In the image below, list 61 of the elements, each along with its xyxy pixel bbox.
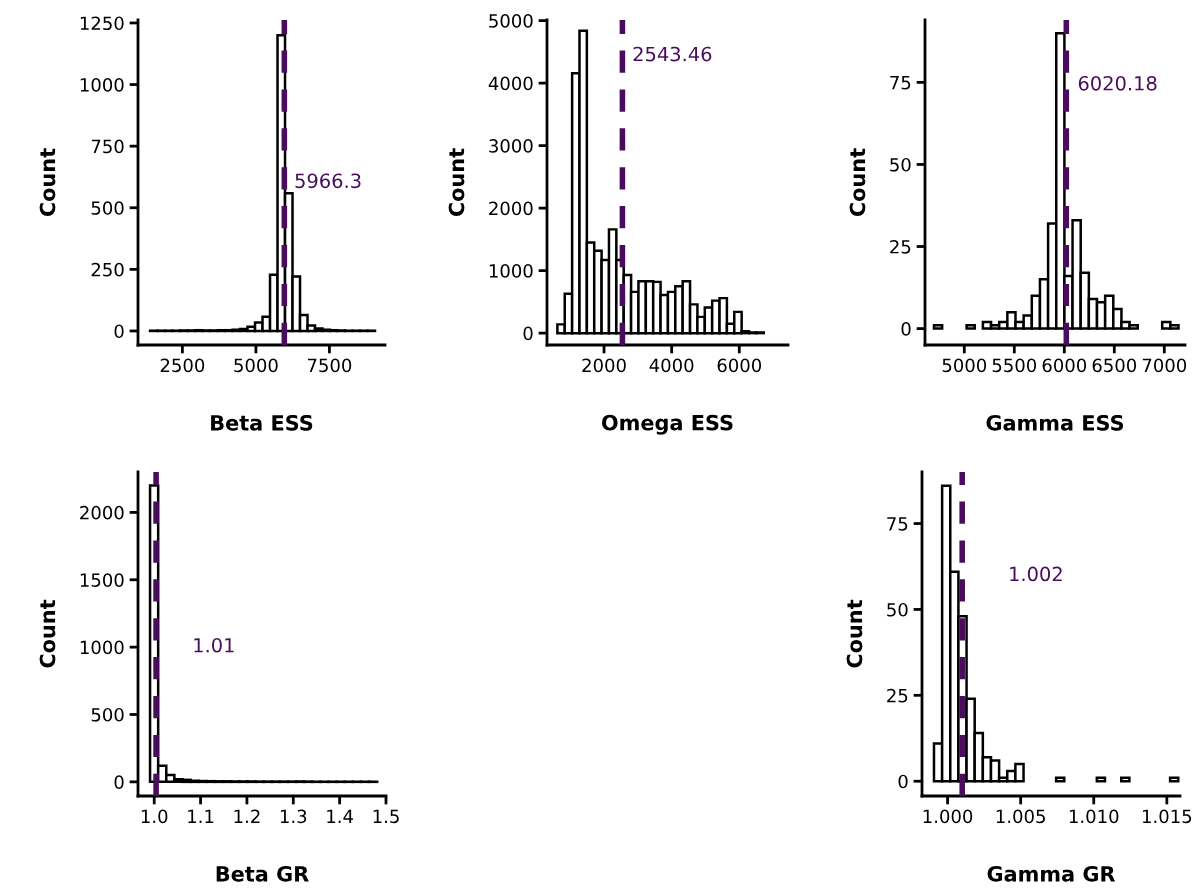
y-tick-label: 75 (890, 76, 911, 90)
x-axis-title: Beta GR (216, 865, 309, 882)
y-axis-title: Count (39, 599, 56, 668)
x-tick-label: 5000 (234, 358, 278, 373)
y-tick-label: 2000 (80, 505, 124, 520)
y-tick-label: 75 (887, 517, 908, 531)
x-tick-label: 1.5 (373, 809, 399, 824)
y-tick-label: 1250 (80, 16, 124, 31)
y-tick-label: 750 (91, 139, 124, 154)
y-tick-label: 4000 (488, 76, 533, 91)
x-tick-label: 1.3 (280, 809, 307, 824)
y-axis-title: Count (448, 148, 465, 217)
y-tick-label: 25 (890, 239, 911, 254)
y-tick-label: 5000 (489, 14, 533, 28)
x-tick-label: 1.005 (996, 809, 1045, 824)
y-axis-title: Count (849, 148, 866, 217)
y-tick-label: 0 (114, 775, 124, 789)
x-axis-title: Beta ESS (211, 414, 313, 431)
x-tick-label: 1.1 (188, 809, 214, 823)
x-tick-label: 7500 (307, 358, 352, 373)
x-tick-label: 6000 (717, 358, 762, 373)
x-tick-label: 1.2 (234, 809, 260, 823)
ref-line-label: 6020.18 (1078, 75, 1157, 91)
y-tick-label: 1000 (489, 264, 533, 278)
x-tick-label: 1.010 (1069, 809, 1119, 824)
x-tick-label: 1.000 (923, 809, 973, 824)
x-tick-label: 5500 (992, 358, 1037, 373)
y-tick-label: 500 (91, 707, 124, 722)
y-tick-label: 0 (901, 322, 911, 336)
y-tick-label: 500 (91, 201, 124, 215)
y-tick-label: 1000 (80, 78, 124, 92)
annotation: 1.01 (194, 637, 234, 653)
y-tick-label: 250 (91, 262, 124, 277)
y-tick-label: 50 (890, 157, 911, 172)
x-tick-label: 1.0 (141, 809, 168, 824)
x-axis-title: Omega ESS (602, 414, 733, 435)
x-tick-label: 2000 (582, 358, 626, 373)
x-tick-label: 6500 (1092, 358, 1137, 373)
x-tick-label: 1.4 (327, 809, 353, 823)
x-axis-title: Gamma ESS (986, 414, 1124, 431)
y-tick-label: 1500 (80, 573, 124, 587)
annotation: 1.002 (1010, 566, 1062, 582)
x-tick-label: 1.015 (1142, 809, 1192, 824)
x-tick-label: 6000 (1042, 358, 1087, 373)
y-tick-label: 0 (523, 326, 533, 341)
x-axis-title: Gamma GR (987, 865, 1116, 882)
y-tick-label: 0 (898, 774, 908, 789)
x-tick-label: 2500 (160, 358, 205, 373)
y-tick-label: 50 (887, 602, 908, 617)
ref-line-label: 5966.3 (295, 173, 361, 189)
x-tick-label: 4000 (649, 358, 694, 373)
y-tick-label: 2000 (489, 201, 533, 216)
y-tick-label: 1000 (80, 640, 124, 655)
x-tick-label: 5000 (942, 358, 987, 373)
y-tick-label: 0 (114, 324, 124, 339)
y-axis-title: Count (846, 599, 863, 668)
y-tick-label: 25 (887, 688, 908, 703)
y-tick-label: 3000 (489, 139, 533, 153)
y-axis-title: Count (39, 148, 56, 217)
ref-line-label: 2543.46 (633, 46, 712, 62)
x-tick-label: 7000 (1142, 358, 1187, 373)
